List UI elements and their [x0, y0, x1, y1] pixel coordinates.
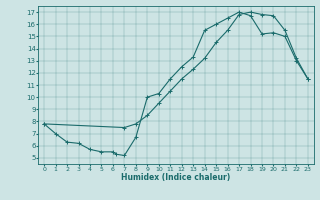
X-axis label: Humidex (Indice chaleur): Humidex (Indice chaleur) — [121, 173, 231, 182]
